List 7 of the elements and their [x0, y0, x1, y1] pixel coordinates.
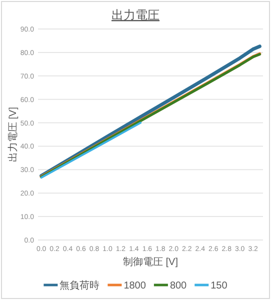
legend-label: 800	[170, 280, 188, 292]
y-axis-title: 出力電圧 [V]	[7, 106, 19, 162]
legend-label: 1800	[124, 280, 146, 292]
legend-label: 150	[210, 280, 228, 292]
x-axis-title: 制御電圧 [V]	[122, 256, 178, 268]
chart-title: 出力電圧	[112, 8, 160, 22]
legend-label: 無負荷時	[60, 280, 100, 292]
